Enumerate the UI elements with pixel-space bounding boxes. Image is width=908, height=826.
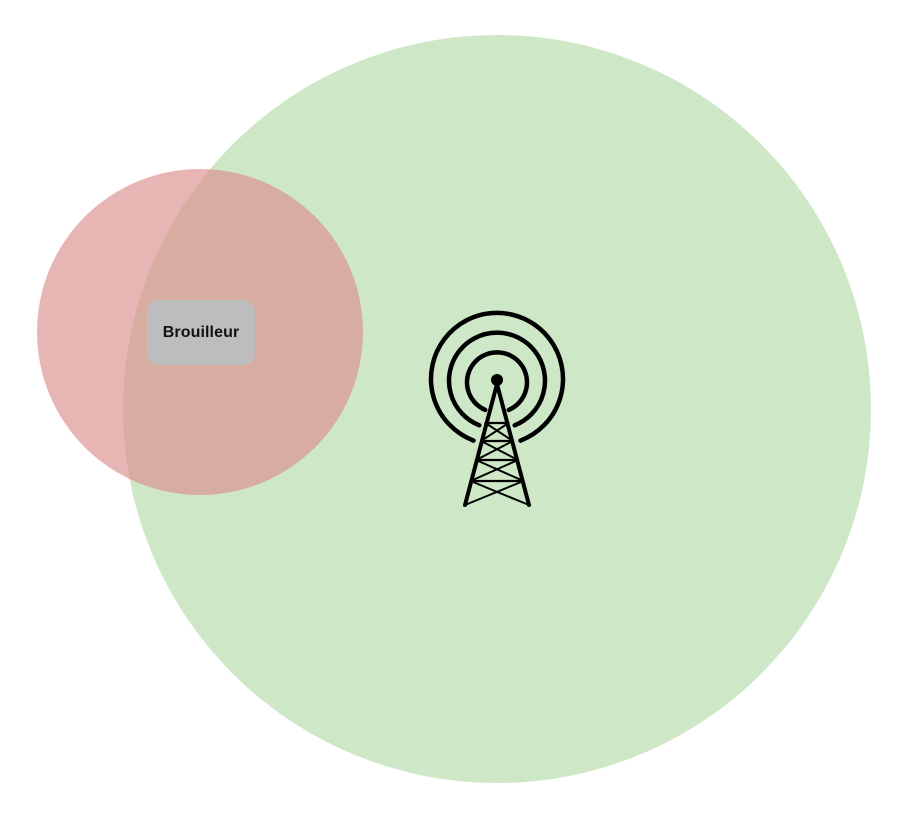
jammer-label: Brouilleur xyxy=(147,300,255,365)
radio-tower-icon xyxy=(428,310,566,507)
